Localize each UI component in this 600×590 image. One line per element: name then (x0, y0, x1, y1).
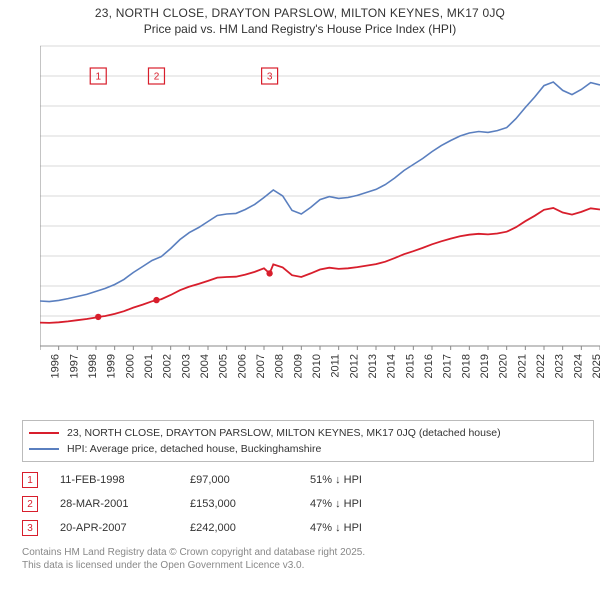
chart-area: £0£100K£200K£300K£400K£500K£600K£700K£80… (40, 40, 600, 380)
legend-box: 23, NORTH CLOSE, DRAYTON PARSLOW, MILTON… (22, 420, 594, 462)
x-tick-label: 1995 (40, 354, 43, 378)
property-series-line (40, 208, 600, 323)
event-date: 11-FEB-1998 (60, 474, 190, 486)
footer-attribution: Contains HM Land Registry data © Crown c… (22, 546, 594, 572)
event-price: £242,000 (190, 522, 310, 534)
x-tick-label: 2003 (180, 354, 192, 378)
x-tick-label: 2019 (479, 354, 491, 378)
x-tick-label: 1997 (68, 354, 80, 378)
event-row: 3 20-APR-2007£242,00047% ↓ HPI (22, 516, 594, 540)
x-tick-label: 2018 (460, 354, 472, 378)
legend-row: 23, NORTH CLOSE, DRAYTON PARSLOW, MILTON… (29, 425, 587, 441)
x-tick-label: 2000 (124, 354, 136, 378)
x-tick-label: 2021 (516, 354, 528, 378)
event-row: 1 11-FEB-1998£97,00051% ↓ HPI (22, 468, 594, 492)
chart-svg: £0£100K£200K£300K£400K£500K£600K£700K£80… (40, 40, 600, 380)
event-price: £153,000 (190, 498, 310, 510)
legend-label: HPI: Average price, detached house, Buck… (67, 443, 321, 455)
sale-marker-dot (266, 270, 272, 276)
x-tick-label: 1996 (50, 354, 62, 378)
x-tick-label: 2024 (572, 354, 584, 378)
x-tick-label: 2016 (423, 354, 435, 378)
x-tick-label: 1998 (87, 354, 99, 378)
sale-marker-number: 3 (267, 72, 273, 83)
x-tick-label: 2006 (236, 354, 248, 378)
legend-label: 23, NORTH CLOSE, DRAYTON PARSLOW, MILTON… (67, 427, 501, 439)
event-date: 20-APR-2007 (60, 522, 190, 534)
x-tick-label: 2008 (274, 354, 286, 378)
legend-swatch (29, 432, 59, 434)
sale-events-table: 1 11-FEB-1998£97,00051% ↓ HPI 2 28-MAR-2001… (22, 468, 594, 540)
x-tick-label: 2004 (199, 354, 211, 378)
x-tick-label: 2007 (255, 354, 267, 378)
x-tick-label: 2011 (330, 354, 342, 378)
x-tick-label: 2002 (162, 354, 174, 378)
x-tick-label: 2025 (591, 354, 600, 378)
chart-titles: 23, NORTH CLOSE, DRAYTON PARSLOW, MILTON… (0, 0, 600, 36)
event-row: 2 28-MAR-2001£153,00047% ↓ HPI (22, 492, 594, 516)
x-tick-label: 2020 (498, 354, 510, 378)
event-delta-vs-hpi: 47% ↓ HPI (310, 498, 450, 510)
sale-marker-number: 2 (154, 72, 160, 83)
x-tick-label: 2005 (218, 354, 230, 378)
event-price: £97,000 (190, 474, 310, 486)
event-delta-vs-hpi: 47% ↓ HPI (310, 522, 450, 534)
event-marker-box: 2 (22, 496, 38, 512)
x-tick-label: 1999 (106, 354, 118, 378)
footer-line-1: Contains HM Land Registry data © Crown c… (22, 546, 594, 559)
x-tick-label: 2013 (367, 354, 379, 378)
x-tick-label: 2023 (554, 354, 566, 378)
sale-marker-dot (95, 314, 101, 320)
legend-row: HPI: Average price, detached house, Buck… (29, 441, 587, 457)
event-date: 28-MAR-2001 (60, 498, 190, 510)
title-subtitle: Price paid vs. HM Land Registry's House … (0, 22, 600, 36)
x-tick-label: 2017 (442, 354, 454, 378)
event-delta-vs-hpi: 51% ↓ HPI (310, 474, 450, 486)
x-tick-label: 2009 (292, 354, 304, 378)
x-tick-label: 2010 (311, 354, 323, 378)
title-address: 23, NORTH CLOSE, DRAYTON PARSLOW, MILTON… (0, 6, 600, 20)
x-tick-label: 2001 (143, 354, 155, 378)
legend-swatch (29, 448, 59, 450)
x-tick-label: 2014 (386, 354, 398, 378)
event-marker-box: 1 (22, 472, 38, 488)
footer-line-2: This data is licensed under the Open Gov… (22, 559, 594, 572)
x-tick-label: 2012 (348, 354, 360, 378)
x-tick-label: 2015 (404, 354, 416, 378)
x-tick-label: 2022 (535, 354, 547, 378)
sale-marker-dot (153, 297, 159, 303)
sale-marker-number: 1 (95, 72, 101, 83)
event-marker-box: 3 (22, 520, 38, 536)
